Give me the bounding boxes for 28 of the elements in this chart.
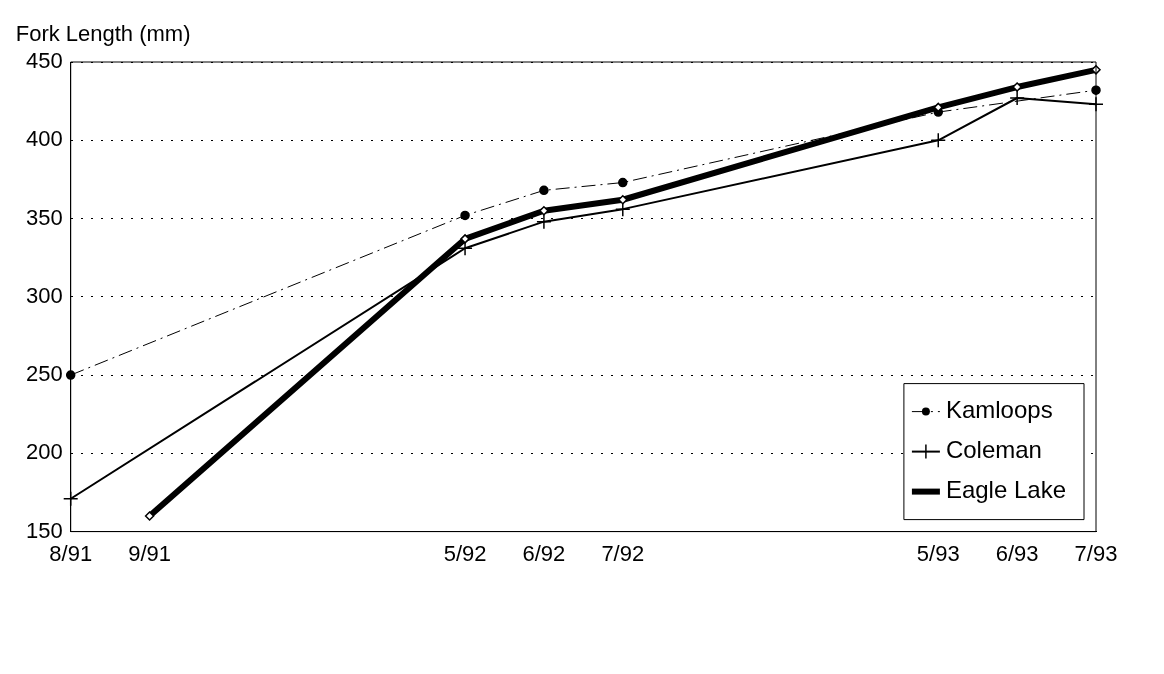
point: [144, 511, 155, 521]
y-tick-label: 250: [25, 361, 63, 387]
y-tick-label: 300: [25, 282, 63, 308]
point: [615, 201, 631, 217]
y-tick-label: 200: [25, 439, 63, 465]
x-tick-label: 8/91: [49, 540, 93, 566]
point: [536, 213, 552, 230]
x-tick-label: 6/93: [995, 540, 1039, 566]
x-tick-label: 5/93: [916, 540, 960, 566]
y-tick-label: 450: [25, 48, 63, 74]
x-tick-label: 7/93: [1074, 540, 1118, 566]
point: [1009, 90, 1025, 106]
x-tick-label: 6/92: [522, 540, 566, 566]
y-tick-label: 400: [25, 126, 63, 152]
x-tick-label: 9/91: [128, 540, 171, 566]
y-axis-title: Fork Length (mm): [15, 21, 191, 47]
point: [930, 132, 947, 149]
point: [539, 185, 549, 196]
point: [460, 210, 470, 221]
x-tick-label: 7/92: [601, 540, 645, 566]
legend-label: Kamloops: [945, 396, 1053, 424]
legend-label: Coleman: [945, 436, 1042, 464]
point: [618, 177, 628, 188]
x-tick-label: 5/92: [443, 540, 487, 566]
y-tick-label: 350: [25, 204, 63, 230]
legend-label: Eagle Lake: [945, 476, 1066, 504]
point: [460, 234, 470, 244]
y-tick-label: 150: [25, 517, 63, 543]
